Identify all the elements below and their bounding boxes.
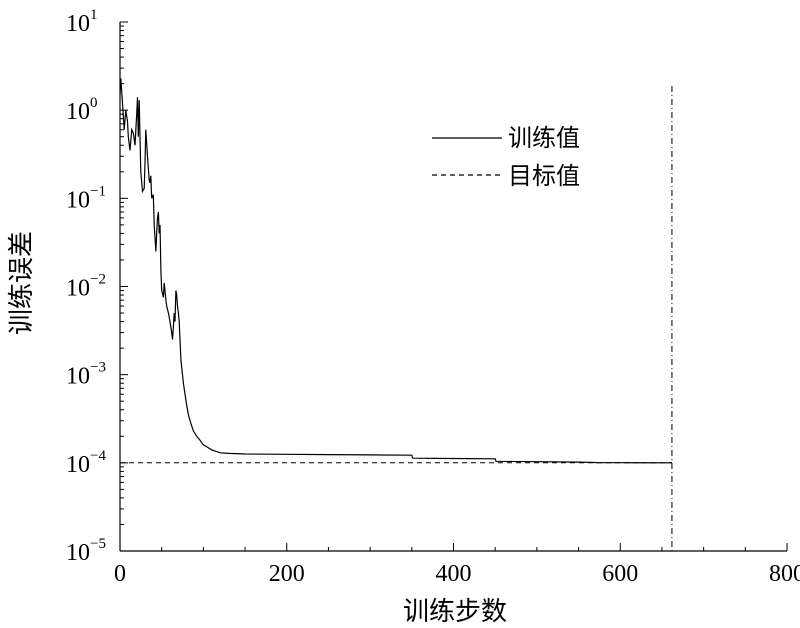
x-tick-label: 400 <box>436 561 472 587</box>
y-tick-label: 10 <box>66 452 90 478</box>
y-tick-label: 10 <box>66 364 90 390</box>
y-tick-exponent: 0 <box>90 95 98 111</box>
y-tick-exponent: −3 <box>90 360 106 376</box>
series-line-training <box>119 78 672 464</box>
y-tick-exponent: −2 <box>90 272 106 288</box>
series-layer <box>119 78 673 551</box>
axes-layer <box>119 22 787 552</box>
x-tick-label: 200 <box>269 561 305 587</box>
x-tick-label: 0 <box>114 561 126 587</box>
y-tick-exponent: 1 <box>90 7 98 23</box>
legend-label-training: 训练值 <box>508 124 580 152</box>
x-tick-label: 600 <box>602 561 638 587</box>
x-tick-label: 800 <box>769 561 800 587</box>
y-axis-title: 训练误差 <box>7 231 37 335</box>
y-tick-label: 10 <box>66 11 90 37</box>
y-tick-label: 10 <box>66 187 90 213</box>
y-tick-label: 10 <box>66 99 90 125</box>
legend-label-target: 目标值 <box>508 162 580 190</box>
y-tick-label: 10 <box>66 540 90 566</box>
y-tick-exponent: −4 <box>90 448 106 464</box>
y-tick-label: 10 <box>66 276 90 302</box>
legend: 训练值 目标值 <box>432 124 580 190</box>
x-axis-title: 训练步数 <box>403 597 507 627</box>
y-tick-exponent: −1 <box>90 183 106 199</box>
y-tick-exponent: −5 <box>90 536 106 552</box>
